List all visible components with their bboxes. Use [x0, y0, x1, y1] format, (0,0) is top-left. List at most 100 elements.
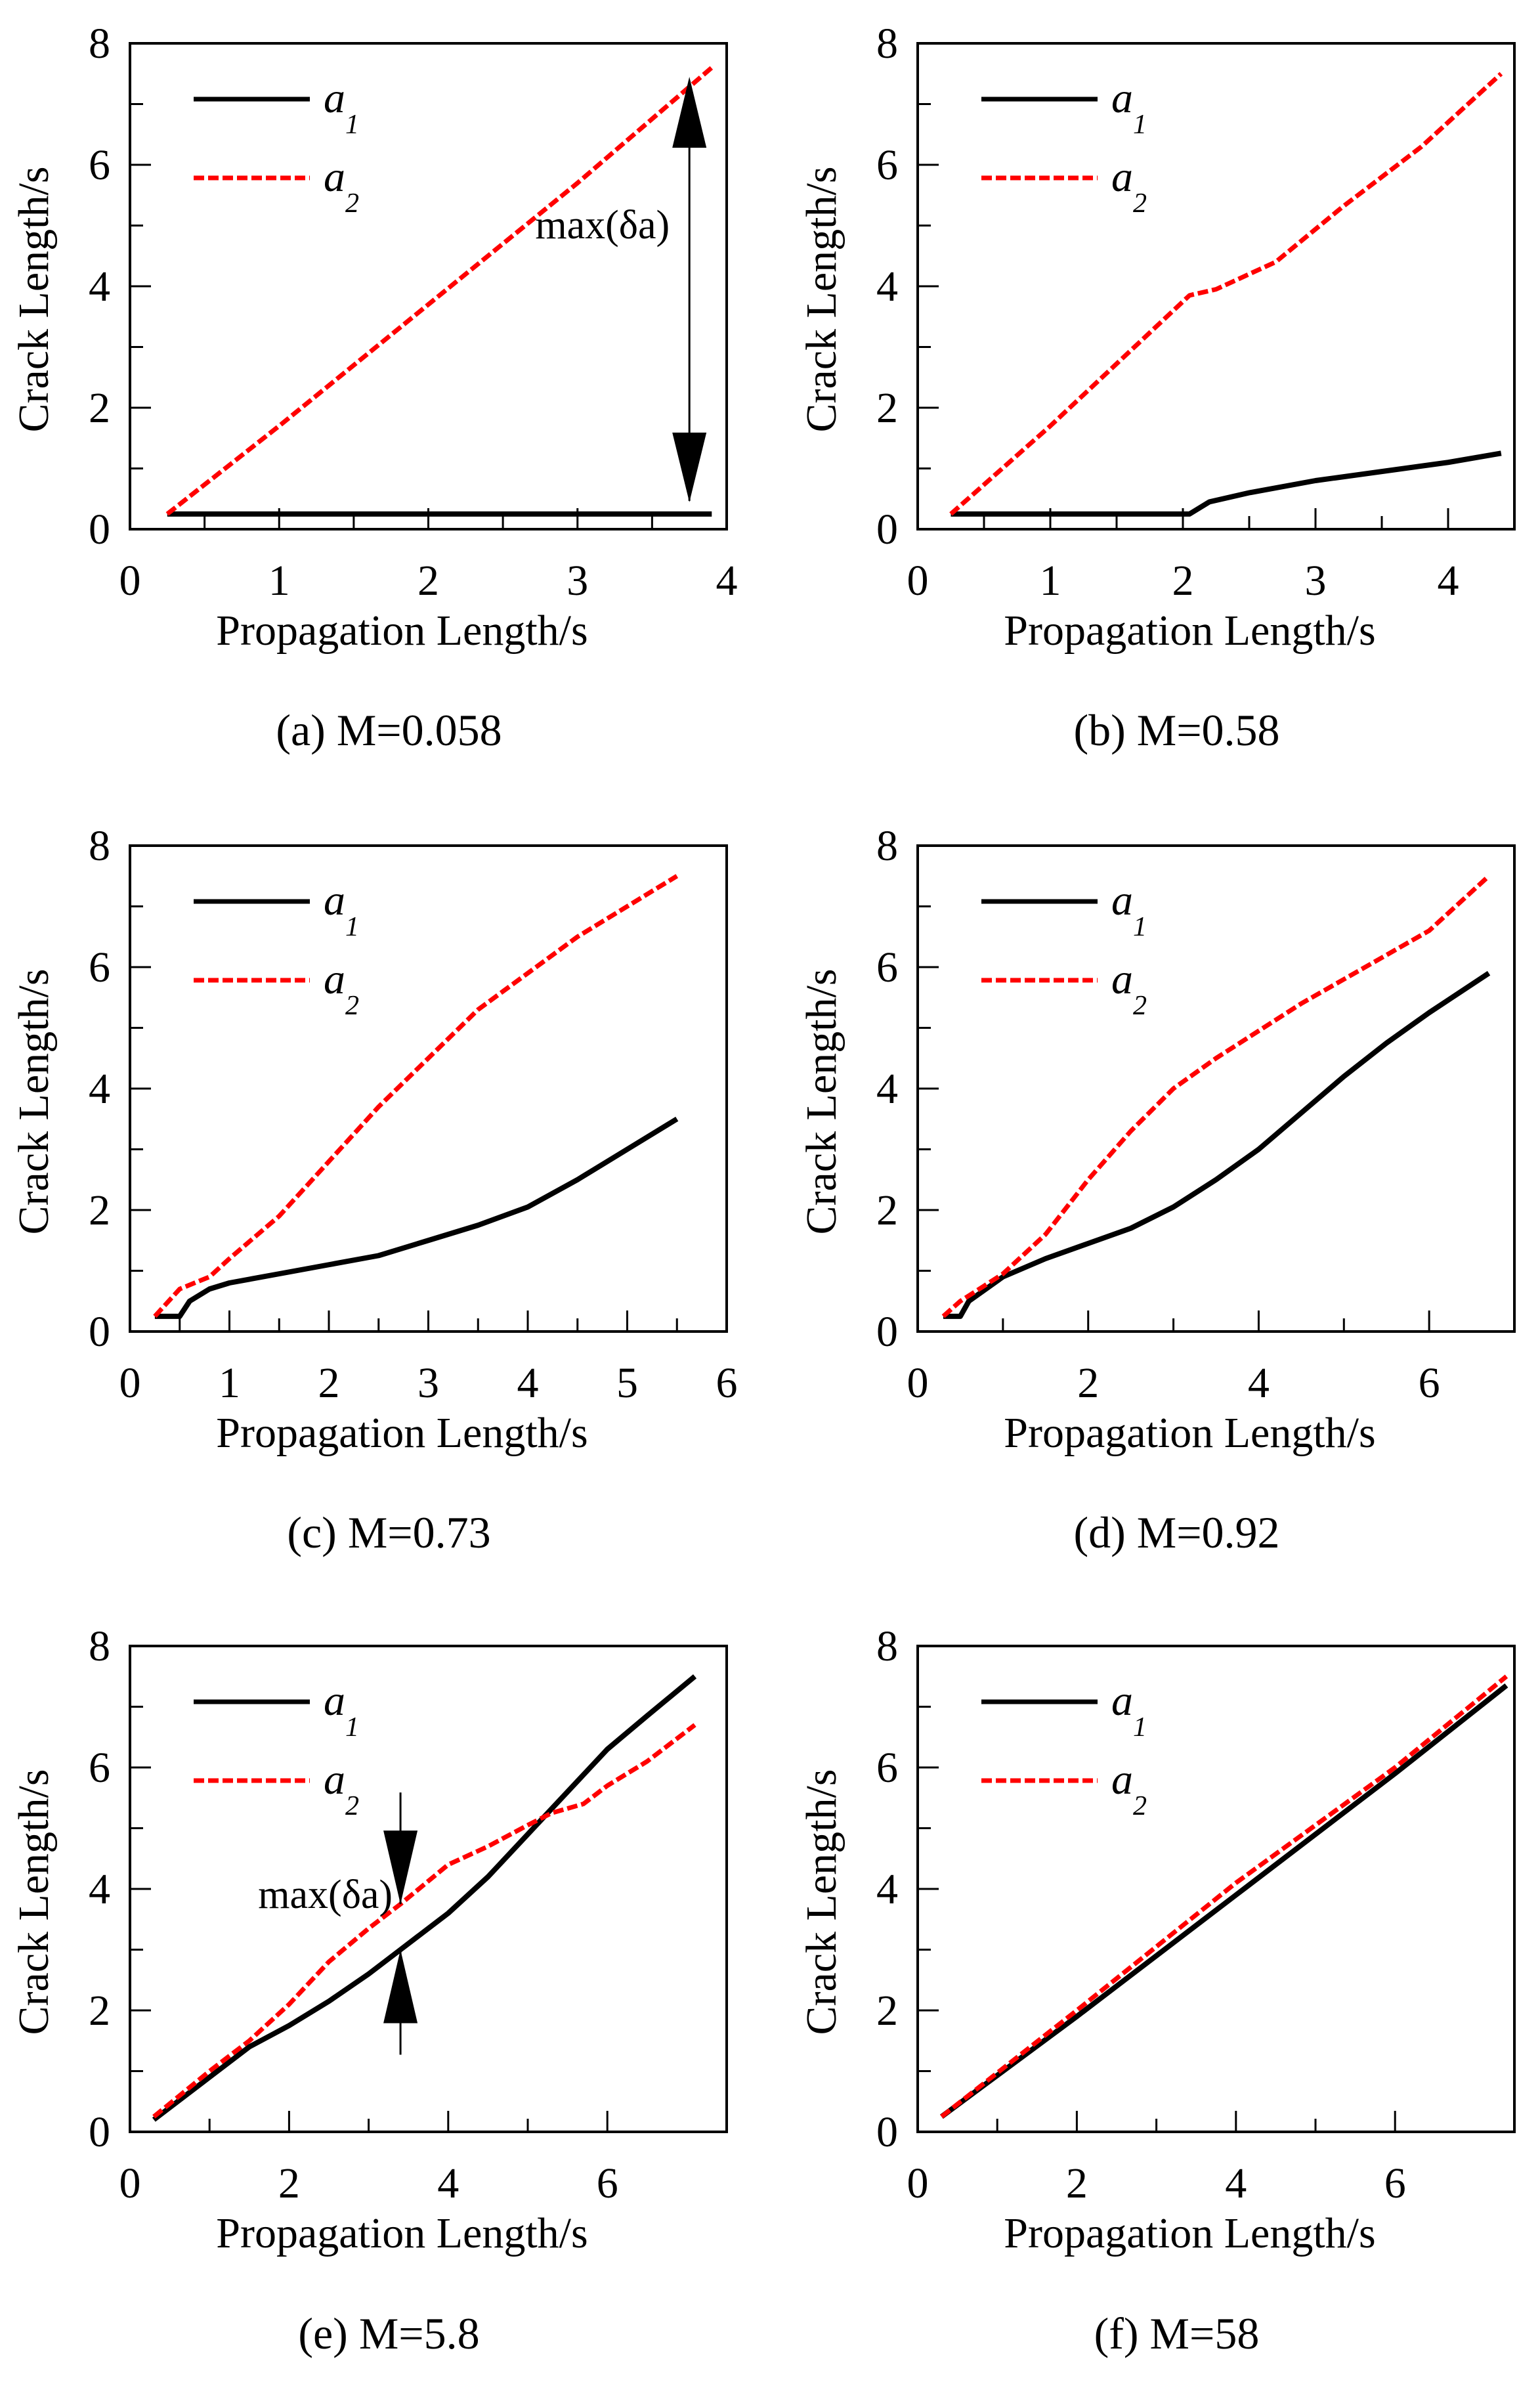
legend-subscript: 1	[1133, 1712, 1147, 1743]
y-tick-label: 8	[89, 1622, 110, 1670]
x-axis-label: Propagation Length/s	[216, 2209, 588, 2257]
y-tick-label: 6	[89, 943, 110, 991]
x-tick-label: 4	[437, 2159, 459, 2207]
x-tick-label: 6	[716, 1359, 738, 1407]
x-tick-label: 2	[318, 1359, 340, 1407]
plot-frame	[916, 844, 1516, 1333]
y-axis-label: Crack Length/s	[10, 968, 58, 1234]
y-axis-label: Crack Length/s	[798, 166, 845, 432]
series-line-a2	[165, 66, 714, 516]
legend-label: a	[324, 1756, 345, 1804]
x-tick-label: 2	[278, 2159, 300, 2207]
y-tick-label: 4	[876, 1065, 898, 1113]
legend-label: a	[1111, 877, 1133, 924]
y-tick-label: 4	[89, 1865, 110, 1913]
y-tick-label: 2	[876, 384, 898, 432]
series-line-a1	[154, 1116, 679, 1319]
plot-frame	[916, 42, 1516, 531]
arrow-down-icon	[672, 432, 707, 502]
x-tick-label: 1	[219, 1359, 240, 1407]
x-tick-label: 4	[1225, 2159, 1247, 2207]
annotation-label: max(δa)	[258, 1873, 393, 1917]
y-tick-label: 0	[876, 2108, 898, 2156]
plot-frame	[129, 844, 728, 1333]
y-tick-label: 0	[876, 506, 898, 553]
series-line-a2	[941, 874, 1491, 1318]
x-tick-label: 2	[1077, 1359, 1099, 1407]
legend-subscript: 2	[1133, 188, 1147, 219]
y-tick-label: 6	[876, 943, 898, 991]
chart-panel-5: 0 2 4 6 0 2 4 6 8 Propagation Length/s Crack Lengt…	[798, 1622, 1516, 2358]
legend-subscript: 2	[1133, 1791, 1147, 1821]
y-tick-label: 4	[89, 263, 110, 311]
x-tick-label: 0	[907, 557, 929, 605]
y-tick-label: 6	[89, 141, 110, 189]
x-tick-label: 3	[567, 557, 588, 605]
legend-label: a	[324, 955, 345, 1003]
series-line-a1	[943, 970, 1491, 1319]
y-axis-label: Crack Length/s	[798, 968, 845, 1234]
legend-label: a	[1111, 955, 1133, 1003]
legend-label: a	[324, 877, 345, 924]
y-tick-label: 6	[89, 1744, 110, 1792]
x-axis-label: Propagation Length/s	[1004, 2209, 1375, 2257]
series-line-a1	[152, 1674, 697, 2122]
legend-subscript: 1	[345, 912, 359, 942]
x-tick-label: 2	[1172, 557, 1194, 605]
series-line-a2	[949, 72, 1503, 516]
legend-label: a	[1111, 1677, 1133, 1725]
panel-caption: (d) M=0.92	[1073, 1507, 1279, 1557]
chart-panel-3: 0 2 4 6 0 2 4 6 8 Propagation Length/s Crack Lengt…	[798, 822, 1516, 1557]
arrow-down-icon	[383, 1830, 418, 1905]
y-axis-label: Crack Length/s	[10, 1769, 58, 2035]
plot-frame	[916, 1645, 1516, 2133]
y-axis-label: Crack Length/s	[798, 1769, 845, 2035]
x-tick-label: 2	[417, 557, 439, 605]
y-tick-label: 2	[89, 1186, 110, 1234]
x-axis-label: Propagation Length/s	[216, 1409, 588, 1457]
legend-subscript: 2	[345, 1791, 359, 1821]
legend-subscript: 1	[1133, 110, 1147, 140]
y-tick-label: 2	[876, 1987, 898, 2035]
legend-subscript: 2	[345, 991, 359, 1021]
annotation-label: max(δa)	[535, 203, 670, 248]
panel-caption: (e) M=5.8	[298, 2308, 479, 2358]
panel-caption: (b) M=0.58	[1073, 705, 1279, 755]
y-tick-label: 8	[89, 822, 110, 870]
legend-subscript: 1	[345, 110, 359, 140]
x-tick-label: 1	[268, 557, 290, 605]
y-tick-label: 2	[89, 1987, 110, 2035]
legend-label: a	[324, 74, 345, 122]
panel-caption: (f) M=58	[1094, 2308, 1260, 2358]
legend-subscript: 2	[1133, 991, 1147, 1021]
y-tick-label: 2	[876, 1186, 898, 1234]
x-tick-label: 0	[907, 1359, 929, 1407]
y-tick-label: 0	[876, 1308, 898, 1356]
legend-label: a	[1111, 1756, 1133, 1804]
y-axis-label: Crack Length/s	[10, 166, 58, 432]
x-tick-label: 4	[1438, 557, 1459, 605]
y-tick-label: 4	[89, 1065, 110, 1113]
y-tick-label: 0	[89, 1308, 110, 1356]
x-tick-label: 4	[517, 1359, 539, 1407]
x-tick-label: 4	[716, 557, 738, 605]
y-tick-label: 8	[876, 20, 898, 68]
legend-label: a	[1111, 153, 1133, 201]
legend-subscript: 1	[345, 1712, 359, 1743]
legend-label: a	[324, 153, 345, 201]
y-tick-label: 8	[89, 20, 110, 68]
x-tick-label: 0	[119, 557, 141, 605]
y-tick-label: 8	[876, 1622, 898, 1670]
chart-panel-1: 0 1 2 3 4 0 2 4 6 8 Propagation Length/s Crack Leng…	[798, 20, 1516, 755]
x-tick-label: 6	[1384, 2159, 1406, 2207]
x-tick-label: 2	[1066, 2159, 1088, 2207]
chart-panel-2: 0 1 2 3 4 5 6 0 2 4 6 8 Propagation Length/s Crack Le…	[10, 822, 738, 1557]
x-axis-label: Propagation Length/s	[216, 607, 588, 655]
x-tick-label: 0	[119, 2159, 141, 2207]
arrow-up-icon	[383, 1949, 418, 2024]
series-line-a2	[153, 874, 679, 1318]
x-tick-label: 5	[616, 1359, 638, 1407]
x-axis-label: Propagation Length/s	[1004, 1409, 1375, 1457]
y-tick-label: 0	[89, 506, 110, 553]
